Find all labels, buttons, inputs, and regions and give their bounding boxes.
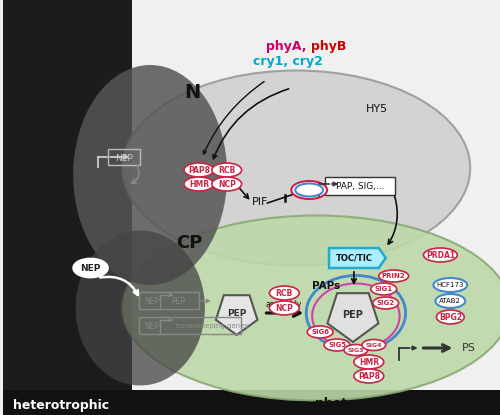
Text: HMR: HMR [359,357,379,366]
Text: PAP8: PAP8 [188,166,210,174]
Text: PRDA1: PRDA1 [426,251,455,259]
Text: NCP: NCP [218,180,236,188]
Text: PEP: PEP [342,310,363,320]
Ellipse shape [122,71,470,266]
Ellipse shape [307,326,333,338]
Polygon shape [3,390,500,415]
Ellipse shape [371,283,396,295]
Text: PAPs: PAPs [312,281,340,291]
Text: SIG6: SIG6 [311,329,329,335]
Text: N: N [184,83,200,102]
Text: TOC/TIC: TOC/TIC [336,254,372,263]
Text: SIG4: SIG4 [366,342,382,347]
Ellipse shape [184,163,214,177]
Polygon shape [132,0,500,390]
Text: photoautotrophic: photoautotrophic [314,396,437,410]
Ellipse shape [73,65,227,285]
Text: heterotrophic: heterotrophic [12,398,109,412]
Ellipse shape [379,270,408,282]
Ellipse shape [434,278,467,292]
Text: housekeeping genes: housekeeping genes [176,323,248,329]
Text: PRIN2: PRIN2 [382,273,406,279]
Polygon shape [3,0,500,415]
Text: assembly: assembly [265,300,302,309]
Ellipse shape [74,259,108,277]
Polygon shape [328,293,378,342]
Text: PEP: PEP [171,296,185,305]
Ellipse shape [324,339,350,351]
Text: cry1, cry2: cry1, cry2 [254,55,324,68]
Text: HCF173: HCF173 [436,282,464,288]
Polygon shape [329,248,386,268]
Text: SIG2: SIG2 [376,300,394,306]
Text: RCB: RCB [218,166,236,174]
Polygon shape [216,295,258,335]
Ellipse shape [424,248,458,262]
Ellipse shape [270,286,300,300]
Ellipse shape [184,177,214,191]
Text: NEP: NEP [144,322,160,330]
Ellipse shape [362,339,386,351]
Ellipse shape [354,355,384,369]
Text: HMR: HMR [189,180,209,188]
Text: ATAB2: ATAB2 [440,298,461,304]
Text: NEP: NEP [80,264,101,273]
Ellipse shape [122,215,500,400]
Text: PEP: PEP [227,308,246,317]
Text: BPG2: BPG2 [439,312,462,322]
Text: RCB: RCB [276,288,293,298]
Text: SIG5: SIG5 [328,342,346,348]
Text: phyA,: phyA, [266,40,312,53]
Text: PAP8: PAP8 [358,371,380,381]
Ellipse shape [344,344,368,356]
Text: PAP, SIG,...: PAP, SIG,... [336,181,384,190]
Text: NEP: NEP [116,154,133,163]
Text: NEP: NEP [144,296,160,305]
Ellipse shape [436,294,465,308]
Ellipse shape [373,297,398,309]
Ellipse shape [212,163,242,177]
Text: NCP: NCP [276,303,293,312]
Text: phyB: phyB [311,40,346,53]
Text: SIG3: SIG3 [348,347,364,352]
Ellipse shape [212,177,242,191]
Text: CP: CP [176,234,203,252]
Ellipse shape [270,301,300,315]
Ellipse shape [354,369,384,383]
Ellipse shape [436,310,464,324]
Text: SIG1: SIG1 [374,286,393,292]
Text: HY5: HY5 [366,104,388,114]
Text: PIF: PIF [252,197,268,207]
Ellipse shape [292,181,327,199]
Ellipse shape [296,183,323,196]
FancyBboxPatch shape [325,177,394,195]
Ellipse shape [76,230,205,386]
Text: PS: PS [462,343,476,353]
